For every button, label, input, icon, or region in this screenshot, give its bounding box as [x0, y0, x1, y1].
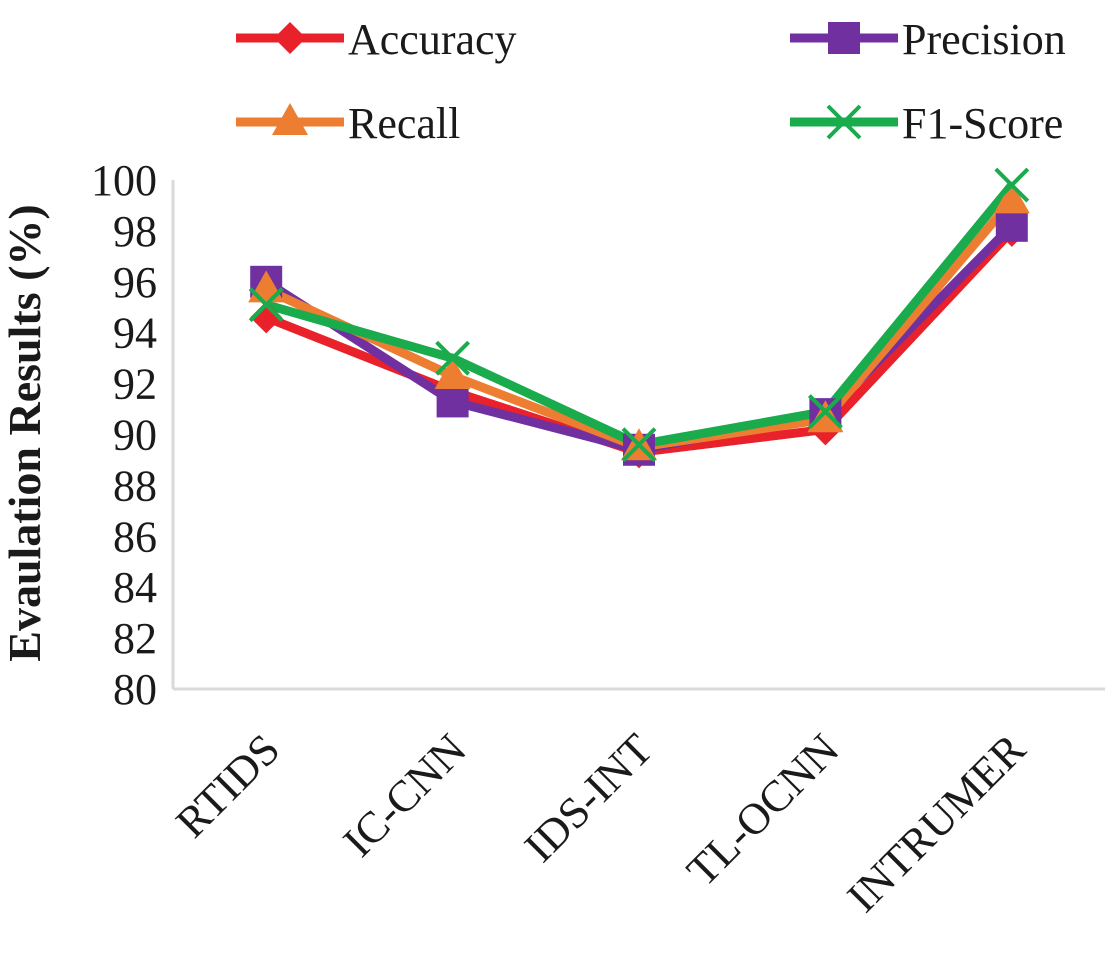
y-tick-label: 80	[113, 665, 157, 714]
y-tick-label: 98	[113, 207, 157, 256]
data-point-f1-score	[248, 287, 284, 323]
legend-label: Accuracy	[348, 15, 517, 64]
legend-label: Recall	[348, 99, 460, 148]
legend-marker	[274, 22, 306, 54]
legend-item-accuracy: Accuracy	[236, 15, 517, 64]
y-tick-label: 90	[113, 411, 157, 460]
legend-marker	[826, 104, 862, 140]
y-tick-label: 92	[113, 360, 157, 409]
data-point-accuracy	[250, 301, 283, 334]
y-tick-label: 100	[91, 156, 157, 205]
x-tick-label: TL-OCNN	[677, 724, 848, 895]
data-point-f1-score	[994, 167, 1030, 203]
legend-marker	[272, 103, 308, 135]
x-tick-label: IDS-INT	[515, 724, 662, 871]
y-tick-label: 96	[113, 258, 157, 307]
y-tick-label: 84	[113, 563, 157, 612]
series-line-f1-score	[264, 182, 1016, 450]
legend-item-recall: Recall	[236, 99, 460, 148]
y-tick-label: 94	[113, 309, 157, 358]
y-tick-label: 82	[113, 614, 157, 663]
data-point-precision	[995, 209, 1028, 242]
series-markers	[248, 167, 1030, 469]
data-point-recall	[993, 181, 1030, 214]
data-point-f1-score	[435, 340, 471, 376]
data-point-recall	[434, 356, 471, 389]
x-tick-label: INTRUMER	[838, 724, 1036, 922]
legend-label: Precision	[902, 15, 1066, 64]
data-point-precision	[436, 385, 469, 418]
data-point-recall	[807, 400, 844, 433]
x-tick-label: IC-CNN	[334, 724, 476, 866]
legend-label: F1-Score	[902, 99, 1063, 148]
x-tick-label: RTIDS	[167, 724, 290, 847]
data-point-f1-score	[807, 394, 843, 430]
y-axis-title: Evaulation Results (%)	[0, 204, 50, 661]
legend-marker	[828, 22, 860, 54]
legend: Accuracy Precision Recall F1-Score	[236, 15, 1066, 148]
data-point-f1-score	[621, 427, 657, 463]
series-lines	[263, 182, 1016, 457]
legend-item-precision: Precision	[790, 15, 1066, 64]
legend-item-f1-score: F1-Score	[790, 99, 1063, 148]
y-tick-label: 86	[113, 512, 157, 561]
y-tick-label: 88	[113, 461, 157, 510]
